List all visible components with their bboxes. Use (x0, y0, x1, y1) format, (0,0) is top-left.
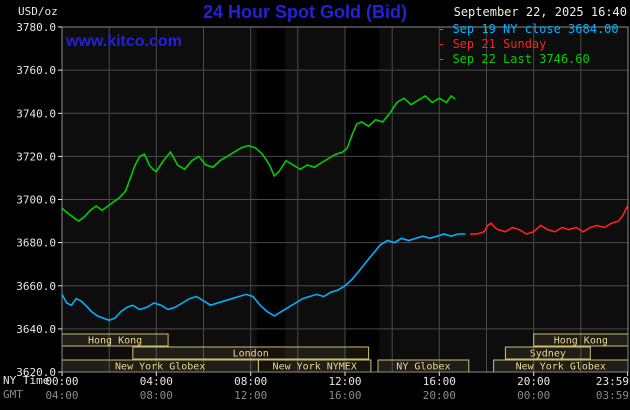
session-label: Sydney (530, 349, 566, 360)
session-label: London (233, 349, 269, 360)
session-label: New York Globex (115, 362, 205, 373)
x-tick-label-ny: 23:59 (596, 375, 629, 388)
y-tick-label: 3720.0 (16, 150, 56, 163)
gmt-axis-label: GMT (3, 388, 23, 401)
chart-title: 24 Hour Spot Gold (Bid) (203, 2, 407, 22)
legend-item-sep22: - Sep 22 Last 3746.60 (438, 52, 590, 66)
kitco-watermark-link[interactable]: www.kitco.com (66, 33, 182, 50)
x-tick-label-gmt: 12:00 (234, 389, 267, 402)
ny-time-axis-label: NY Time (3, 374, 50, 387)
y-tick-label: 3700.0 (16, 194, 56, 207)
y-tick-label: 3660.0 (16, 280, 56, 293)
session-box (132, 346, 370, 360)
y-tick-label: 3760.0 (16, 64, 56, 77)
session-label: Hong Kong (88, 336, 142, 347)
x-tick-label-ny: 00:00 (45, 375, 78, 388)
y-tick-label: 3680.0 (16, 237, 56, 250)
series-line-sep21 (470, 205, 629, 235)
x-tick-label-gmt: 16:00 (328, 389, 361, 402)
legend-item-sep19: - Sep 19 NY close 3684.00 (438, 22, 619, 36)
session-box (504, 346, 591, 360)
y-tick-label: 3620.0 (16, 366, 56, 379)
x-tick-label-gmt: 08:00 (140, 389, 173, 402)
x-tick-label-gmt: 04:00 (45, 389, 78, 402)
x-tick-label-gmt: 20:00 (423, 389, 456, 402)
y-tick-label: 3740.0 (16, 107, 56, 120)
x-tick-label-ny: 04:00 (140, 375, 173, 388)
x-tick-label-ny: 20:00 (517, 375, 550, 388)
y-tick-label: 3640.0 (16, 323, 56, 336)
legend-item-sep21: - Sep 21 Sunday (438, 37, 547, 51)
x-tick-label-gmt: 00:00 (517, 389, 550, 402)
chart-legend: - Sep 19 NY close 3684.00 - Sep 21 Sunda… (438, 22, 619, 67)
x-tick-label-gmt: 03:59 (596, 389, 629, 402)
session-label: New York NYMEX (273, 362, 357, 373)
chart-datetime: September 22, 2025 16:40 (453, 5, 627, 19)
session-label: NY Globex (396, 362, 450, 373)
y-axis-units-label: USD/oz (18, 5, 58, 18)
series-line-sep22 (61, 94, 456, 223)
x-tick-label-ny: 08:00 (234, 375, 267, 388)
series-line-sep19 (61, 233, 466, 322)
x-tick-label-ny: 16:00 (423, 375, 456, 388)
y-tick-label: 3780.0 (16, 21, 56, 34)
session-label: Hong Kong (554, 336, 608, 347)
session-label: New York Globex (516, 362, 606, 373)
x-tick-label-ny: 12:00 (328, 375, 361, 388)
